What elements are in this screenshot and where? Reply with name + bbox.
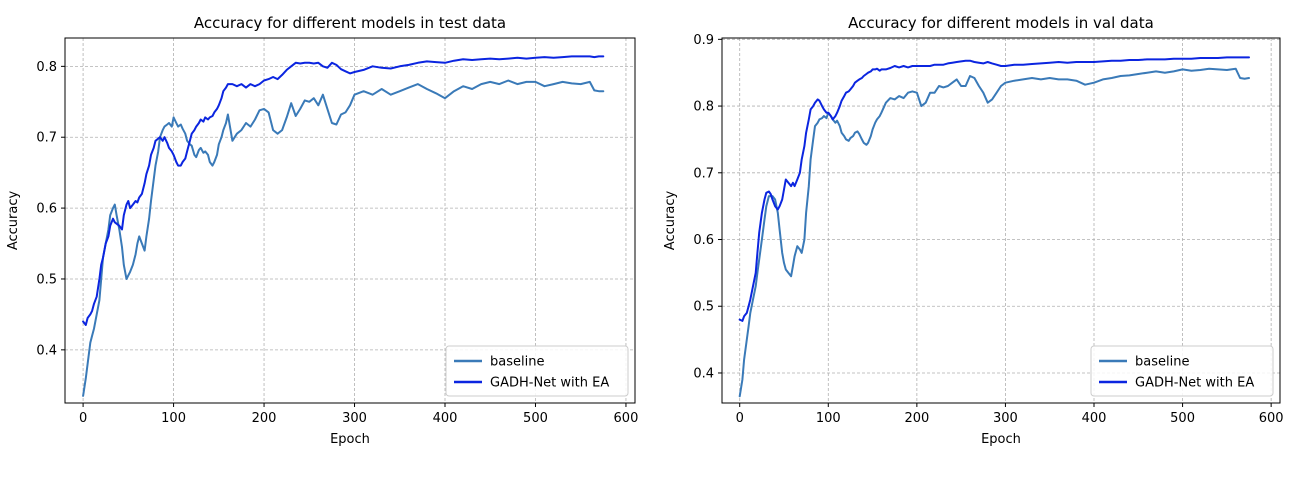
legend-box bbox=[1090, 345, 1274, 397]
x-tick-label: 500 bbox=[1170, 411, 1195, 426]
y-tick-label: 0.7 bbox=[36, 131, 57, 146]
x-tick-label: 600 bbox=[1259, 411, 1284, 426]
x-tick-label: 300 bbox=[342, 411, 367, 426]
series-line-gadh-net bbox=[82, 55, 605, 326]
chart-val-data: Accuracy for different models in val dat… bbox=[663, 14, 1284, 447]
y-tick-label: 0.8 bbox=[36, 60, 57, 75]
y-tick-label: 0.8 bbox=[693, 100, 714, 115]
x-tick-label: 600 bbox=[614, 411, 639, 426]
x-tick-label: 300 bbox=[993, 411, 1018, 426]
y-tick-label: 0.4 bbox=[693, 366, 714, 381]
plot-frame bbox=[721, 37, 1281, 404]
y-tick-label: 0.6 bbox=[36, 202, 57, 217]
x-tick-label: 0 bbox=[79, 411, 87, 426]
y-tick-label: 0.9 bbox=[693, 33, 714, 48]
tick-labels: 0 100 200 300 400 500 600 0.4 0.5 0.6 0.7 0.8 bbox=[36, 60, 638, 426]
chart-title: Accuracy for different models in test da… bbox=[194, 14, 506, 32]
legend-box bbox=[445, 345, 629, 397]
x-tick-label: 200 bbox=[252, 411, 277, 426]
series-line-baseline bbox=[82, 79, 605, 397]
legend-label-gadh-net: GADH-Net with EA bbox=[490, 376, 609, 391]
plot-frame bbox=[64, 37, 636, 404]
series-line-baseline bbox=[738, 67, 1250, 398]
x-axis-label: Epoch bbox=[981, 432, 1021, 447]
tick-labels: 0 100 200 300 400 500 600 0.4 0.5 0.6 0.7 0.8 0.9 bbox=[693, 33, 1283, 426]
series-lines bbox=[738, 56, 1250, 398]
series-line-gadh-net bbox=[738, 56, 1250, 322]
y-tick-label: 0.7 bbox=[693, 166, 714, 181]
y-tick-label: 0.5 bbox=[693, 300, 714, 315]
y-axis-label: Accuracy bbox=[6, 191, 21, 251]
legend: baseline GADH-Net with EA bbox=[1090, 345, 1274, 397]
x-tick-label: 200 bbox=[904, 411, 929, 426]
y-tick-label: 0.6 bbox=[693, 233, 714, 248]
legend-label-baseline: baseline bbox=[490, 355, 544, 370]
x-tick-label: 400 bbox=[1082, 411, 1107, 426]
legend: baseline GADH-Net with EA bbox=[445, 345, 629, 397]
x-tick-label: 100 bbox=[816, 411, 841, 426]
legend-label-baseline: baseline bbox=[1135, 355, 1189, 370]
chart-test-data: Accuracy for different models in test da… bbox=[6, 14, 638, 447]
legend-label-gadh-net: GADH-Net with EA bbox=[1135, 376, 1254, 391]
x-axis-label: Epoch bbox=[330, 432, 370, 447]
x-tick-label: 0 bbox=[736, 411, 744, 426]
y-tick-label: 0.5 bbox=[36, 272, 57, 287]
y-tick-label: 0.4 bbox=[36, 343, 57, 358]
grid bbox=[722, 38, 1280, 403]
chart-title: Accuracy for different models in val dat… bbox=[848, 14, 1154, 32]
y-axis-label: Accuracy bbox=[663, 191, 678, 251]
x-tick-label: 100 bbox=[161, 411, 186, 426]
series-lines bbox=[82, 55, 605, 397]
x-tick-label: 500 bbox=[523, 411, 548, 426]
x-tick-label: 400 bbox=[433, 411, 458, 426]
